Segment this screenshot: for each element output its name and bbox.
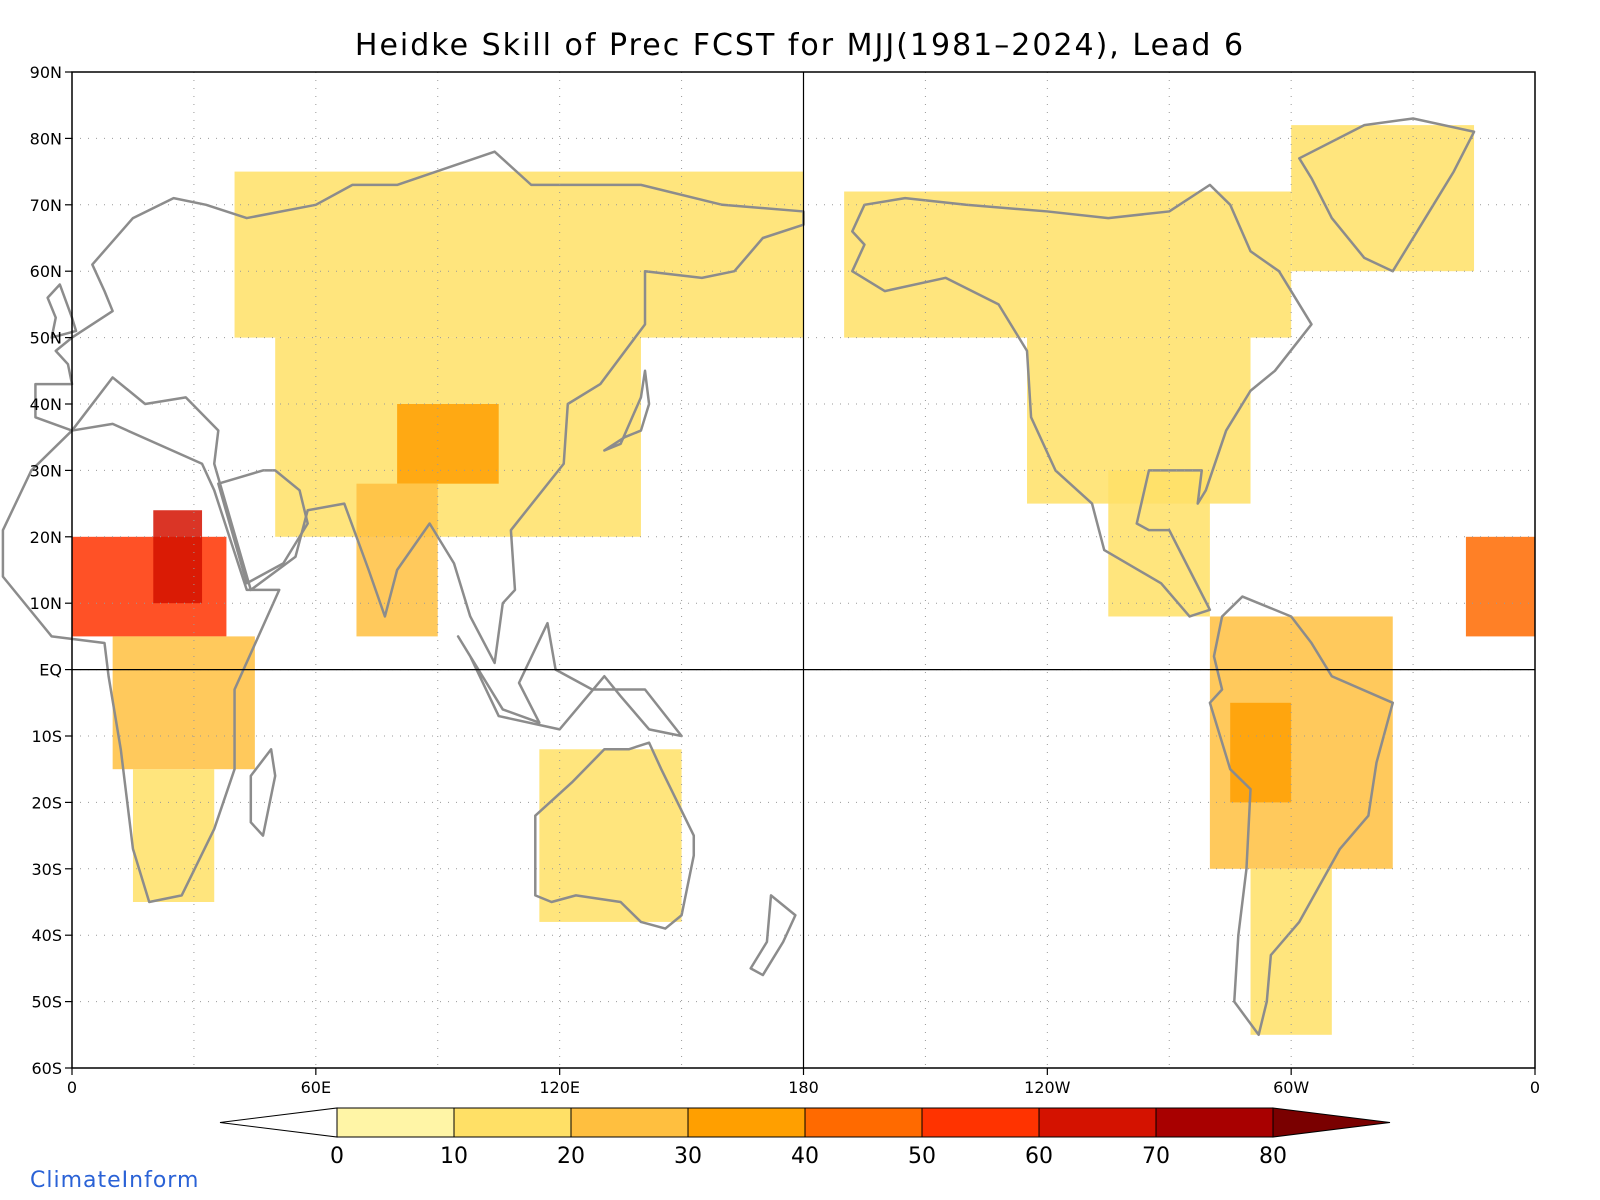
skill-region-6 <box>397 404 499 484</box>
colorbar-bin <box>921 1107 1040 1138</box>
lat-tick-label: 50S <box>31 993 62 1012</box>
lat-tick-label: 10S <box>31 727 62 746</box>
colorbar-tick-label: 70 <box>1142 1144 1170 1169</box>
colorbar-bin <box>804 1107 923 1138</box>
colorbar-tick-label: 40 <box>791 1144 819 1169</box>
coastline-arabia <box>217 469 309 585</box>
coastline-indonesia <box>456 621 683 738</box>
skill-region-15 <box>1291 125 1475 272</box>
skill-region-11 <box>1108 470 1210 617</box>
colorbar-tick-label: 0 <box>330 1144 344 1169</box>
coastline-new-zealand <box>749 894 797 977</box>
coastline-uk <box>46 283 78 339</box>
colorbar-low-arrow <box>219 1107 338 1138</box>
colorbar-bin <box>453 1107 572 1138</box>
colorbar-bin <box>570 1107 689 1138</box>
lon-tick-label: 60E <box>301 1078 331 1097</box>
coastline-south-america <box>1208 595 1395 1037</box>
colorbar-bin <box>1038 1107 1157 1138</box>
lat-tick-label: 40N <box>30 395 62 414</box>
lon-tick-label: 0 <box>1530 1078 1540 1097</box>
lon-tick-label: 60W <box>1273 1078 1309 1097</box>
longitude-axis: 0 60E 120E 180 120W 60W 0 <box>67 1068 1540 1097</box>
latitude-axis: 90N 80N 70N 60N 50N 40N 30N 20N 10N EQ 10S 20S 30S 40… <box>30 63 72 1078</box>
lon-tick-label: 120E <box>539 1078 580 1097</box>
skill-region-2 <box>112 636 255 770</box>
colorbar: 0 10 20 30 40 50 60 70 80 <box>219 1107 1391 1169</box>
skill-region-8 <box>539 749 682 922</box>
colorbar-bin <box>336 1107 455 1138</box>
lat-tick-label: 70N <box>30 196 62 215</box>
lat-tick-label: 20S <box>31 793 62 812</box>
colorbar-high-arrow <box>1272 1107 1391 1138</box>
colorbar-tick-label: 60 <box>1025 1144 1053 1169</box>
colorbar-tick-label: 10 <box>440 1144 468 1169</box>
lat-tick-label: 30S <box>31 860 62 879</box>
colorbar-bin <box>1155 1107 1274 1138</box>
reference-lines <box>72 72 1535 1068</box>
lat-tick-label: 30N <box>30 461 62 480</box>
skill-heatmap <box>72 125 1535 1035</box>
credit-label: ClimateInform <box>30 1168 200 1193</box>
skill-region-7 <box>356 483 438 637</box>
lat-tick-label: 60N <box>30 262 62 281</box>
coastline-africa <box>1 422 281 904</box>
colorbar-tick-label: 20 <box>557 1144 585 1169</box>
colorbar-tick-label: 30 <box>674 1144 702 1169</box>
page-title: Heidke Skill of Prec FCST for MJJ(1981–2… <box>354 28 1246 63</box>
skill-region-16 <box>1465 536 1535 637</box>
coastline-greenland <box>1298 117 1476 273</box>
skill-region-4 <box>234 171 804 338</box>
skill-region-14 <box>1250 868 1332 1035</box>
skill-region-9 <box>844 191 1292 338</box>
coastline-australia <box>534 741 696 930</box>
skill-region-1 <box>153 510 203 604</box>
skill-region-0 <box>72 536 227 637</box>
skill-region-13 <box>1230 702 1292 803</box>
colorbar-bin <box>687 1107 806 1138</box>
lat-tick-label: 40S <box>31 926 62 945</box>
lat-tick-label: EQ <box>39 661 62 680</box>
lon-tick-label: 120W <box>1024 1078 1071 1097</box>
coastline-eurasia <box>34 150 805 665</box>
lon-tick-label: 180 <box>788 1078 819 1097</box>
colorbar-tick-label: 80 <box>1259 1144 1287 1169</box>
colorbar-tick-label: 50 <box>908 1144 936 1169</box>
lon-tick-label: 0 <box>67 1078 77 1097</box>
lat-tick-label: 90N <box>30 63 62 82</box>
lat-tick-label: 10N <box>30 594 62 613</box>
lat-tick-label: 50N <box>30 329 62 348</box>
skill-region-3 <box>132 769 215 902</box>
coastline-north-america <box>851 183 1313 618</box>
landmass-outlines <box>1 117 1476 1037</box>
lat-tick-label: 60S <box>31 1059 62 1078</box>
coastline-madagascar <box>249 748 277 837</box>
coastline-japan <box>603 369 651 452</box>
lat-tick-label: 80N <box>30 129 62 148</box>
lat-tick-label: 20N <box>30 528 62 547</box>
